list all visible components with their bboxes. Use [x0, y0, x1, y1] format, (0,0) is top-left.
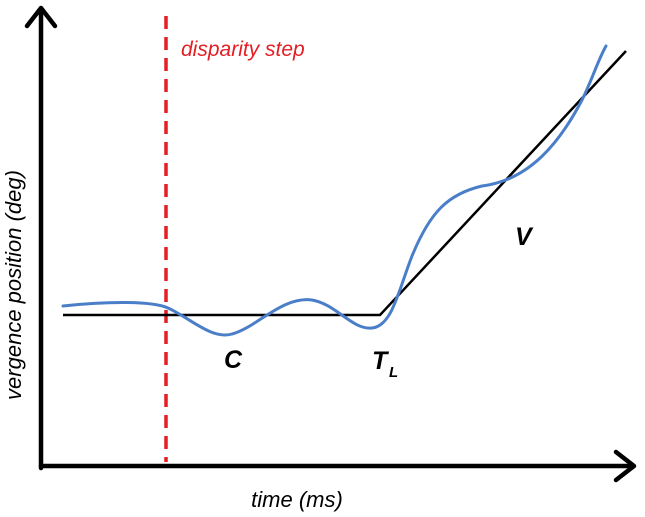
x-axis-arrowhead	[613, 449, 637, 483]
y-axis-label: vergence position (deg)	[1, 170, 26, 400]
label-t: T	[372, 347, 390, 375]
label-c: C	[224, 346, 243, 374]
vergence-response-curve	[61, 44, 608, 337]
y-axis-arrowhead	[24, 5, 58, 29]
x-axis-label: time (ms)	[251, 487, 343, 512]
disparity-step-label: disparity step	[181, 38, 305, 61]
label-tl: T L	[372, 347, 398, 381]
label-v: V	[515, 223, 534, 251]
label-l-subscript: L	[389, 364, 398, 381]
model-line	[63, 50, 627, 317]
